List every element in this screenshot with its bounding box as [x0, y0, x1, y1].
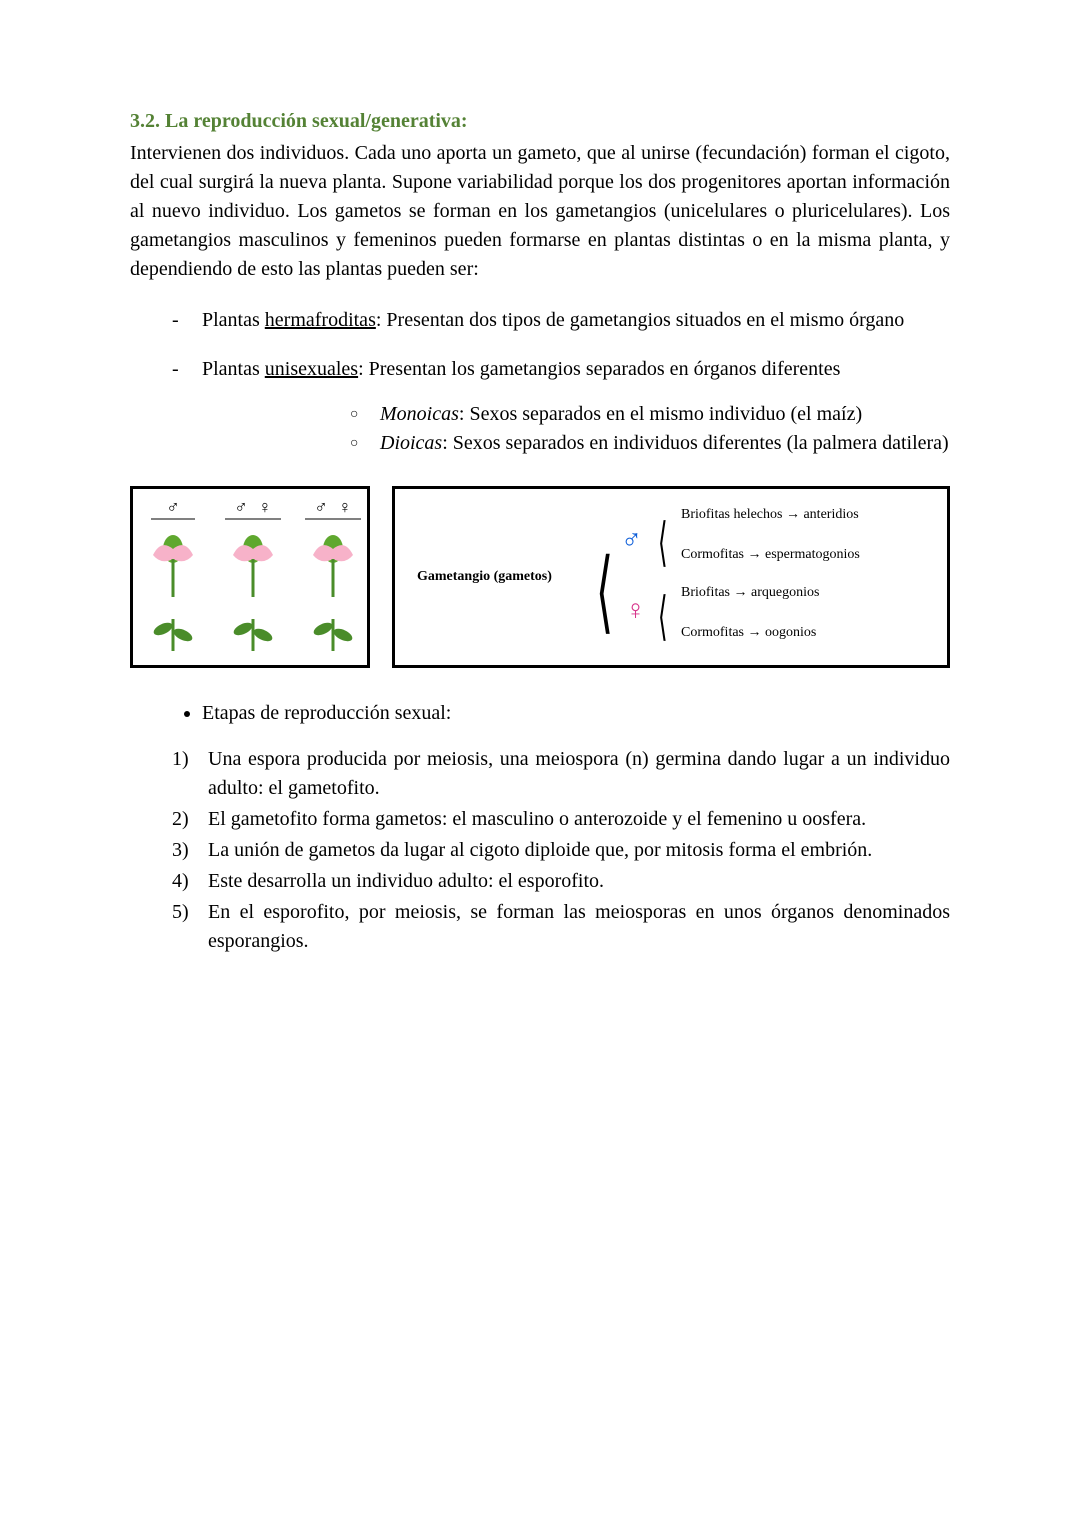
- step-5: En el esporofito, por meiosis, se forman…: [172, 898, 950, 956]
- term-unisexuales: unisexuales: [265, 358, 358, 380]
- male-symbol-icon: ♂: [621, 525, 642, 557]
- step-2: El gametofito forma gametos: el masculin…: [172, 805, 950, 834]
- plant-types-list: Plantas hermafroditas: Presentan dos tip…: [172, 306, 950, 384]
- bracket-main-icon: ⟨: [596, 539, 614, 644]
- svg-text:♀: ♀: [258, 497, 272, 517]
- unisexuales-sublist: Monoicas: Sexos separados en el mismo in…: [350, 400, 950, 458]
- leaf-female-1: Briofitas → arquegonios: [681, 585, 819, 601]
- suffix: : Presentan dos tipos de gametangios sit…: [376, 309, 904, 331]
- desc-monoicas: : Sexos separados en el mismo individuo …: [459, 403, 862, 425]
- plant-col-1: ♂: [151, 497, 195, 651]
- list-item-hermafroditas: Plantas hermafroditas: Presentan dos tip…: [172, 306, 950, 335]
- svg-text:♀: ♀: [338, 497, 352, 517]
- prefix: Plantas: [202, 309, 265, 331]
- flower-diagram-svg: ♂ ♂ ♀: [133, 489, 370, 668]
- intro-paragraph: Intervienen dos individuos. Cada uno apo…: [130, 139, 950, 284]
- leaf-male-1: Briofitas helechos → anteridios: [681, 507, 859, 523]
- sublist-dioicas: Dioicas: Sexos separados en individuos d…: [350, 429, 950, 458]
- svg-text:♂: ♂: [234, 497, 248, 517]
- etapas-heading-list: Etapas de reproducción sexual:: [172, 702, 950, 725]
- prefix: Plantas: [202, 358, 265, 380]
- bracket-male-icon: ⟨: [658, 512, 668, 573]
- plant-col-2: ♂ ♀: [225, 497, 281, 651]
- flower-diagram-box: ♂ ♂ ♀: [130, 486, 370, 668]
- term-monoicas: Monoicas: [380, 403, 459, 425]
- gametangio-tree-box: Gametangio (gametos) ⟨ ♂ ♀ ⟨ ⟨ Briofitas…: [392, 486, 950, 668]
- leaf-male-2: Cormofitas → espermatogonios: [681, 547, 860, 563]
- tree-root-label: Gametangio (gametos): [417, 569, 552, 585]
- diagrams-row: ♂ ♂ ♀: [130, 486, 950, 668]
- term-dioicas: Dioicas: [380, 432, 442, 454]
- plant-col-3: ♂ ♀: [305, 497, 361, 651]
- step-1: Una espora producida por meiosis, una me…: [172, 745, 950, 803]
- etapas-steps-list: Una espora producida por meiosis, una me…: [172, 745, 950, 956]
- desc-dioicas: : Sexos separados en individuos diferent…: [442, 432, 949, 454]
- suffix: : Presentan los gametangios separados en…: [358, 358, 840, 380]
- section-title-text: La reproducción sexual/generativa:: [165, 110, 468, 132]
- section-heading: 3.2. La reproducción sexual/generativa:: [130, 110, 950, 133]
- female-symbol-icon: ♀: [625, 595, 646, 627]
- step-4: Este desarrolla un individuo adulto: el …: [172, 867, 950, 896]
- svg-text:♂: ♂: [314, 497, 328, 517]
- svg-text:♂: ♂: [166, 497, 180, 517]
- term-hermafroditas: hermafroditas: [265, 309, 376, 331]
- sublist-monoicas: Monoicas: Sexos separados en el mismo in…: [350, 400, 950, 429]
- bracket-female-icon: ⟨: [658, 586, 668, 647]
- etapas-heading: Etapas de reproducción sexual:: [202, 702, 950, 725]
- list-item-unisexuales: Plantas unisexuales: Presentan los gamet…: [172, 355, 950, 384]
- step-3: La unión de gametos da lugar al cigoto d…: [172, 836, 950, 865]
- leaf-female-2: Cormofitas → oogonios: [681, 625, 816, 641]
- section-number: 3.2.: [130, 110, 160, 132]
